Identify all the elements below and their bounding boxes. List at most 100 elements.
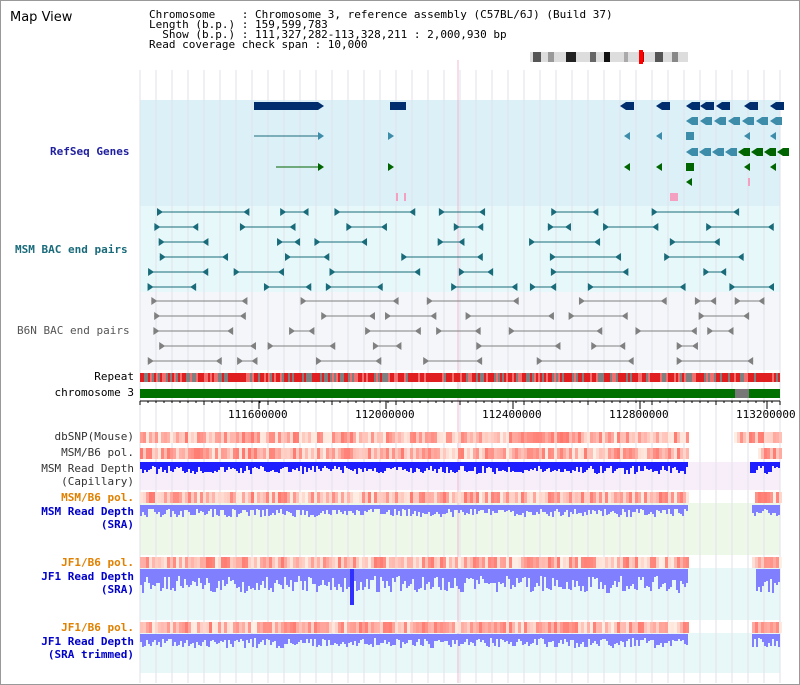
repeat-segment [292, 373, 294, 382]
polymorphism-cell [248, 432, 251, 443]
polymorphism-cell [593, 492, 596, 503]
polymorphism-cell [419, 557, 422, 568]
polymorphism-cell [536, 448, 539, 459]
read-depth-bar [322, 505, 324, 511]
read-depth-bar [514, 634, 516, 646]
read-depth-bar [232, 634, 234, 647]
polymorphism-cell [269, 432, 272, 443]
track-label-b6n-bac-end-pairs[interactable]: B6N BAC end pairs [17, 324, 130, 337]
repeat-segment [548, 373, 550, 382]
track-label-jf1-read-depth-sra[interactable]: JF1 Read Depth [41, 570, 134, 583]
read-depth-bar [522, 569, 524, 578]
read-depth-bar [302, 505, 304, 510]
repeat-segment [626, 373, 628, 382]
track-label-msm-b6-pol-sra[interactable]: MSM/B6 pol. [61, 491, 134, 504]
track-label-msm-read-depth-sra[interactable]: MSM Read Depth [41, 505, 134, 518]
bac-end-marker [550, 268, 557, 276]
polymorphism-cell [395, 448, 398, 459]
track-label-chromosome[interactable]: chromosome 3 [54, 386, 134, 399]
repeat-segment [236, 373, 238, 382]
read-depth-bar [486, 634, 488, 646]
read-depth-bar [502, 634, 504, 640]
polymorphism-cell [374, 622, 377, 633]
track-label-msm-read-depth-capillary[interactable]: MSM Read Depth [41, 462, 134, 475]
repeat-segment [546, 373, 548, 382]
polymorphism-cell [251, 557, 254, 568]
polymorphism-cell [617, 622, 620, 633]
read-depth-bar [680, 505, 682, 514]
track-label-jf1-b6-pol-trimmed[interactable]: JF1/B6 pol. [61, 621, 134, 634]
repeat-segment [358, 373, 360, 382]
polymorphism-cell [341, 492, 344, 503]
polymorphism-cell [149, 622, 152, 633]
read-depth-bar [444, 462, 446, 473]
polymorphism-cell [776, 622, 779, 633]
polymorphism-cell [584, 557, 587, 568]
polymorphism-cell [644, 557, 647, 568]
polymorphism-cell [446, 448, 449, 459]
read-depth-bar [672, 569, 674, 580]
read-depth-bar [350, 462, 352, 470]
read-depth-bar [304, 462, 306, 467]
repeat-segment [166, 373, 168, 382]
polymorphism-cell [305, 492, 308, 503]
read-depth-bar [616, 634, 618, 643]
repeat-segment [728, 373, 730, 382]
bac-end-marker [239, 223, 246, 231]
bac-end-marker [476, 342, 483, 350]
polymorphism-cell [236, 448, 239, 459]
track-label-jf1-b6-pol-sra[interactable]: JF1/B6 pol. [61, 556, 134, 569]
polymorphism-cell [203, 622, 206, 633]
polymorphism-cell [398, 448, 401, 459]
read-depth-bar [440, 634, 442, 642]
polymorphism-cell [209, 622, 212, 633]
read-depth-bar [400, 505, 402, 516]
read-depth-bar [246, 569, 248, 591]
repeat-segment [216, 373, 218, 382]
polymorphism-cell [170, 492, 173, 503]
polymorphism-cell [290, 432, 293, 443]
repeat-segment [162, 373, 164, 382]
polymorphism-cell [557, 448, 560, 459]
polymorphism-cell [155, 557, 158, 568]
polymorphism-cell [581, 492, 584, 503]
polymorphism-cell [245, 432, 248, 443]
polymorphism-cell [329, 622, 332, 633]
read-depth-bar [604, 505, 606, 509]
bac-end-marker [294, 238, 301, 246]
read-depth-bar [430, 634, 432, 648]
polymorphism-cell [230, 448, 233, 459]
track-label-msm-b6-pol-capillary[interactable]: MSM/B6 pol. [61, 446, 134, 459]
track-label-dbsnp[interactable]: dbSNP(Mouse) [54, 430, 134, 443]
polymorphism-cell [524, 557, 527, 568]
read-depth-spike [350, 569, 354, 605]
read-depth-bar [270, 505, 272, 515]
polymorphism-cell [518, 432, 521, 443]
polymorphism-cell [194, 492, 197, 503]
gene-strand-arrow [744, 163, 750, 171]
repeat-segment [642, 373, 644, 382]
polymorphism-cell [446, 557, 449, 568]
read-depth-bar [178, 505, 180, 515]
gene-strand-arrow [388, 163, 394, 171]
track-label-repeat[interactable]: Repeat [94, 370, 134, 383]
bac-end-marker [346, 223, 353, 231]
repeat-segment [224, 373, 226, 382]
read-depth-bar [310, 569, 312, 578]
polymorphism-cell [410, 557, 413, 568]
polymorphism-cell [674, 622, 677, 633]
track-label-refseq-genes[interactable]: RefSeq Genes [50, 145, 130, 158]
read-depth-bar [686, 462, 688, 467]
read-depth-bar [614, 505, 616, 513]
read-depth-bar [438, 634, 440, 640]
read-depth-bar [286, 634, 288, 644]
read-depth-bar [770, 505, 772, 515]
read-depth-bar [192, 505, 194, 515]
read-depth-bar [632, 634, 634, 638]
read-depth-bar [478, 505, 480, 511]
track-label-jf1-read-depth-trimmed[interactable]: JF1 Read Depth [41, 635, 134, 648]
track-label-msm-bac-end-pairs[interactable]: MSM BAC end pairs [15, 243, 128, 256]
polymorphism-cell [470, 557, 473, 568]
read-depth-bar [510, 462, 512, 472]
